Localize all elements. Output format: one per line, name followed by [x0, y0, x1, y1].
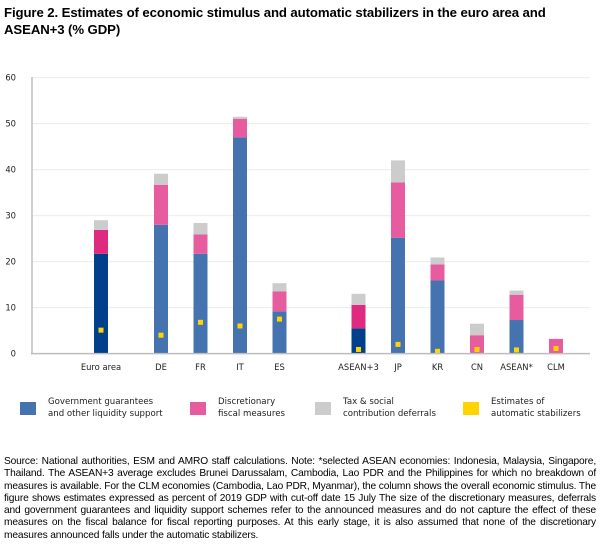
bar-segment-discretionary: [391, 182, 405, 238]
y-tick-label: 30: [5, 211, 16, 221]
bar-segment-deferrals: [272, 283, 287, 292]
bar-segment-guarantees: [430, 280, 445, 354]
bar-group-euro-area: [94, 220, 108, 354]
bar-segment-guarantees: [233, 137, 247, 354]
bar-segment-guarantees: [193, 253, 208, 354]
stabilizer-markers: [98, 316, 559, 354]
bar-segment-deferrals: [154, 173, 168, 185]
legend-item-stabilizers: Estimates of automatic stabilizers: [463, 396, 581, 420]
bar-segment-discretionary: [94, 229, 108, 254]
bar-segment-discretionary: [193, 234, 208, 254]
bar-segment-guarantees: [351, 328, 366, 354]
y-tick-label: 10: [5, 303, 16, 313]
x-tick-label: JP: [393, 362, 402, 372]
x-tick-label: ASEAN*: [500, 362, 533, 372]
legend-label-stabilizers: Estimates of automatic stabilizers: [491, 397, 581, 419]
bar-segment-discretionary: [351, 304, 366, 329]
stabilizer-marker: [237, 323, 243, 329]
y-tick-label: 20: [5, 257, 16, 267]
y-axis-ticks: 0 10 20 30 40 50 60: [5, 73, 16, 359]
bar-segment-deferrals: [470, 323, 484, 336]
x-tick-label: IT: [236, 362, 244, 372]
x-tick-label: FR: [195, 362, 206, 372]
y-tick-label: 50: [5, 119, 16, 129]
x-tick-label: CN: [471, 362, 483, 372]
bar-group-jp: [391, 160, 405, 354]
bar-group-fr: [193, 222, 208, 354]
stabilizer-marker: [553, 346, 559, 352]
x-tick-label: Euro area: [81, 362, 121, 372]
stabilizer-marker: [198, 319, 203, 325]
bar-segment-discretionary: [509, 294, 524, 321]
bar-group-asean-: [509, 290, 524, 354]
x-tick-label: CLM: [547, 362, 565, 372]
stabilizer-marker: [277, 316, 282, 322]
bar-segment-deferrals: [391, 160, 405, 183]
chart-legend: Government guarantees and other liquidit…: [0, 396, 600, 426]
y-tick-label: 0: [11, 349, 16, 359]
legend-item-deferrals: Tax & social contribution deferrals: [315, 396, 436, 420]
bar-segment-discretionary: [430, 264, 445, 281]
bar-group-de: [154, 173, 168, 354]
bar-segment-guarantees: [391, 237, 405, 354]
bar-segment-guarantees: [154, 224, 168, 354]
x-tick-label: KR: [432, 362, 443, 372]
legend-label-deferrals: Tax & social contribution deferrals: [343, 397, 436, 419]
bar-segment-deferrals: [193, 222, 208, 235]
stabilizer-marker: [158, 332, 164, 338]
legend-swatch-discretionary: [190, 401, 206, 415]
bar-segment-guarantees: [94, 253, 108, 354]
x-tick-label: DE: [155, 362, 167, 372]
stimulus-chart: 0 10 20 30 40 50 60 Euro area DE FR IT ES ASEAN+3 JP…: [5, 73, 590, 372]
stabilizer-marker: [356, 346, 361, 352]
bar-segment-deferrals: [233, 116, 247, 119]
stabilizer-marker: [395, 341, 401, 347]
bar-group-asean-3: [351, 293, 366, 354]
bar-group-kr: [430, 257, 445, 354]
stabilizer-marker: [474, 346, 480, 352]
legend-swatch-guarantees: [20, 401, 36, 415]
legend-label-guarantees: Government guarantees and other liquidit…: [48, 397, 163, 419]
bar-segment-discretionary: [272, 291, 287, 312]
legend-swatch-deferrals: [315, 401, 331, 415]
legend-item-guarantees: Government guarantees and other liquidit…: [20, 396, 163, 420]
y-tick-label: 40: [5, 165, 16, 175]
legend-item-discretionary: Discretionary fiscal measures: [190, 396, 285, 420]
gridlines: [32, 77, 590, 309]
bar-segment-deferrals: [94, 220, 108, 230]
bar-group-es: [272, 283, 287, 354]
stabilizer-marker: [435, 348, 440, 354]
figure-title: Figure 2. Estimates of economic stimulus…: [4, 5, 546, 37]
legend-swatch-stabilizers: [463, 401, 479, 415]
x-axis-labels: Euro area DE FR IT ES ASEAN+3 JP KR CN ASEAN* CLM: [81, 362, 565, 372]
bar-segment-guarantees: [272, 311, 287, 354]
stabilizer-marker: [514, 347, 519, 353]
bar-segment-guarantees: [509, 320, 524, 354]
x-tick-label: ES: [274, 362, 285, 372]
bar-segment-deferrals: [430, 257, 445, 265]
bar-segment-discretionary: [233, 119, 247, 138]
bar-group-it: [233, 116, 247, 354]
bar-segment-discretionary: [154, 184, 168, 225]
legend-label-discretionary: Discretionary fiscal measures: [218, 397, 285, 419]
bar-segment-deferrals: [509, 290, 524, 295]
source-note: Source: National authorities, ESM and AM…: [4, 456, 596, 541]
bar-segment-discretionary: [470, 335, 484, 353]
x-tick-label: ASEAN+3: [338, 362, 379, 372]
bars: [94, 116, 563, 354]
stabilizer-marker: [98, 327, 104, 333]
y-tick-label: 60: [5, 73, 16, 83]
bar-segment-deferrals: [351, 293, 366, 305]
